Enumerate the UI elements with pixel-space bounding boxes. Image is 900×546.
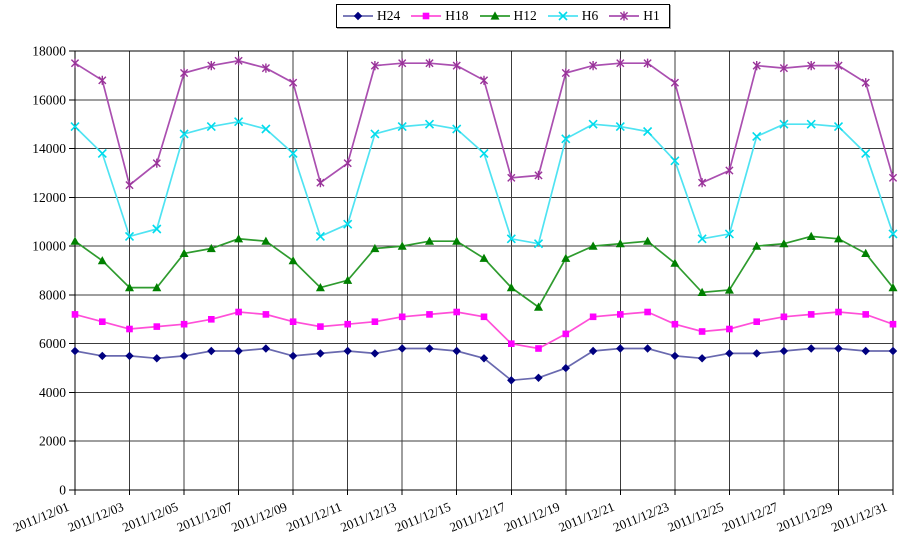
legend-marker-x-icon [547, 11, 578, 21]
x-axis-label: 2011/12/17 [447, 499, 508, 535]
x-axis-label: 2011/12/23 [611, 499, 671, 535]
x-axis-label: 2011/12/13 [338, 499, 398, 535]
x-axis-label: 2011/12/11 [284, 499, 344, 535]
y-axis-label: 12000 [32, 190, 66, 205]
x-axis-label: 2011/12/21 [556, 499, 616, 535]
legend-label: H24 [377, 8, 401, 24]
legend-marker-square-icon [411, 12, 442, 20]
legend-marker-triangle-icon [479, 11, 510, 20]
legend-item-h6: H6 [547, 8, 599, 24]
y-axis-label: 14000 [32, 141, 66, 156]
series-line-h6 [74, 120, 894, 245]
x-axis-label: 2011/12/25 [665, 499, 725, 535]
x-axis-label: 2011/12/01 [11, 499, 71, 535]
series-h24 [70, 344, 898, 385]
series-markers-h1 [70, 56, 898, 190]
x-axis-label: 2011/12/07 [175, 499, 236, 535]
y-axis-label: 8000 [39, 287, 66, 302]
legend-item-h18: H18 [411, 8, 469, 24]
legend: H24 H18 H12 H6 H1 [336, 4, 670, 28]
legend-label: H12 [513, 8, 537, 24]
y-axis-labels: 0 2000 4000 6000 8000 10000 12000 14000 16000 180… [32, 44, 66, 498]
x-axis-labels: 2011/12/012011/12/032011/12/052011/12/07… [11, 499, 889, 535]
legend-marker-diamond-icon [343, 11, 373, 21]
x-axis-label: 2011/12/05 [120, 499, 180, 535]
y-axis-label: 6000 [39, 336, 66, 351]
x-axis-label: 2011/12/27 [720, 499, 781, 535]
y-axis-label: 18000 [32, 44, 66, 59]
x-axis-label: 2011/12/19 [502, 499, 562, 535]
gridlines [75, 51, 894, 490]
series-markers-h18 [71, 308, 897, 352]
series-markers-h12 [70, 231, 898, 311]
x-axis-label: 2011/12/15 [393, 499, 453, 535]
legend-marker-star-icon [609, 11, 640, 21]
series-h12 [70, 231, 898, 311]
legend-item-h1: H1 [609, 9, 660, 23]
x-axis-label: 2011/12/09 [229, 499, 289, 535]
x-axis-label: 2011/12/29 [775, 499, 835, 535]
legend-item-h12: H12 [479, 8, 537, 24]
y-axis-label: 10000 [32, 239, 66, 254]
x-axis-label: 2011/12/03 [66, 499, 126, 535]
legend-label: H18 [445, 8, 469, 24]
y-axis-label: 4000 [39, 385, 66, 400]
series-line-h12 [74, 235, 894, 309]
series-markers-h6 [70, 117, 898, 249]
plot-border [74, 50, 894, 491]
legend-label: H6 [581, 8, 599, 24]
series-h1 [70, 56, 898, 190]
y-axis-label: 2000 [39, 434, 66, 449]
series-line-h24 [74, 347, 893, 382]
x-axis-label: 2011/12/31 [829, 499, 889, 535]
series-markers-h24 [70, 344, 898, 385]
series-h6 [70, 117, 898, 249]
legend-item-h24: H24 [343, 9, 400, 23]
y-axis-label: 0 [59, 483, 66, 498]
legend-label: H1 [643, 8, 660, 24]
y-axis-label: 16000 [32, 92, 66, 107]
axis-ticks [69, 50, 894, 495]
series-h18 [71, 308, 897, 352]
